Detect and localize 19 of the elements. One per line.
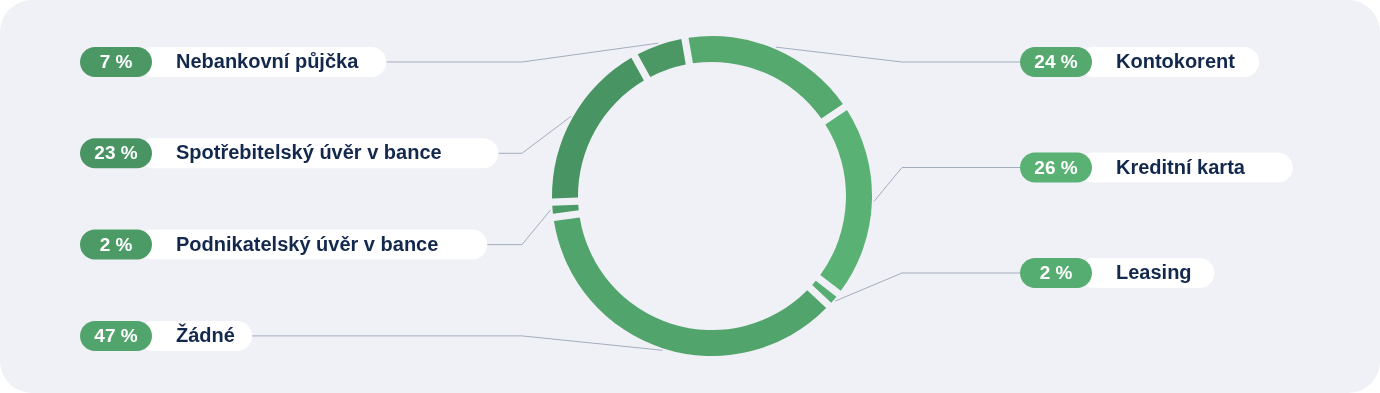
data-label: 24 % [1034,51,1078,72]
data-label: 2 % [99,233,133,255]
legend-label: Leasing [1116,261,1192,283]
data-label: 26 % [1034,156,1078,178]
donut-slice [688,36,843,119]
data-label: 7 % [99,51,133,72]
donut-slice [552,57,644,199]
legend-label: Podnikatelský úvěr v bance [176,232,439,255]
legend-label: Nebankovní půjčka [176,50,360,72]
data-label: 23 % [94,142,138,164]
donut-slice [820,110,872,291]
data-label: 2 % [1039,262,1073,283]
data-label: 47 % [94,324,138,346]
donut-slice [637,38,686,78]
legend-label: Žádné [176,322,235,346]
legend-label: Kreditní karta [1116,155,1246,178]
legend-label: Kontokorent [1116,50,1236,72]
legend-label: Spotřebitelský úvěr v bance [176,141,442,164]
donut-slice [553,217,827,356]
